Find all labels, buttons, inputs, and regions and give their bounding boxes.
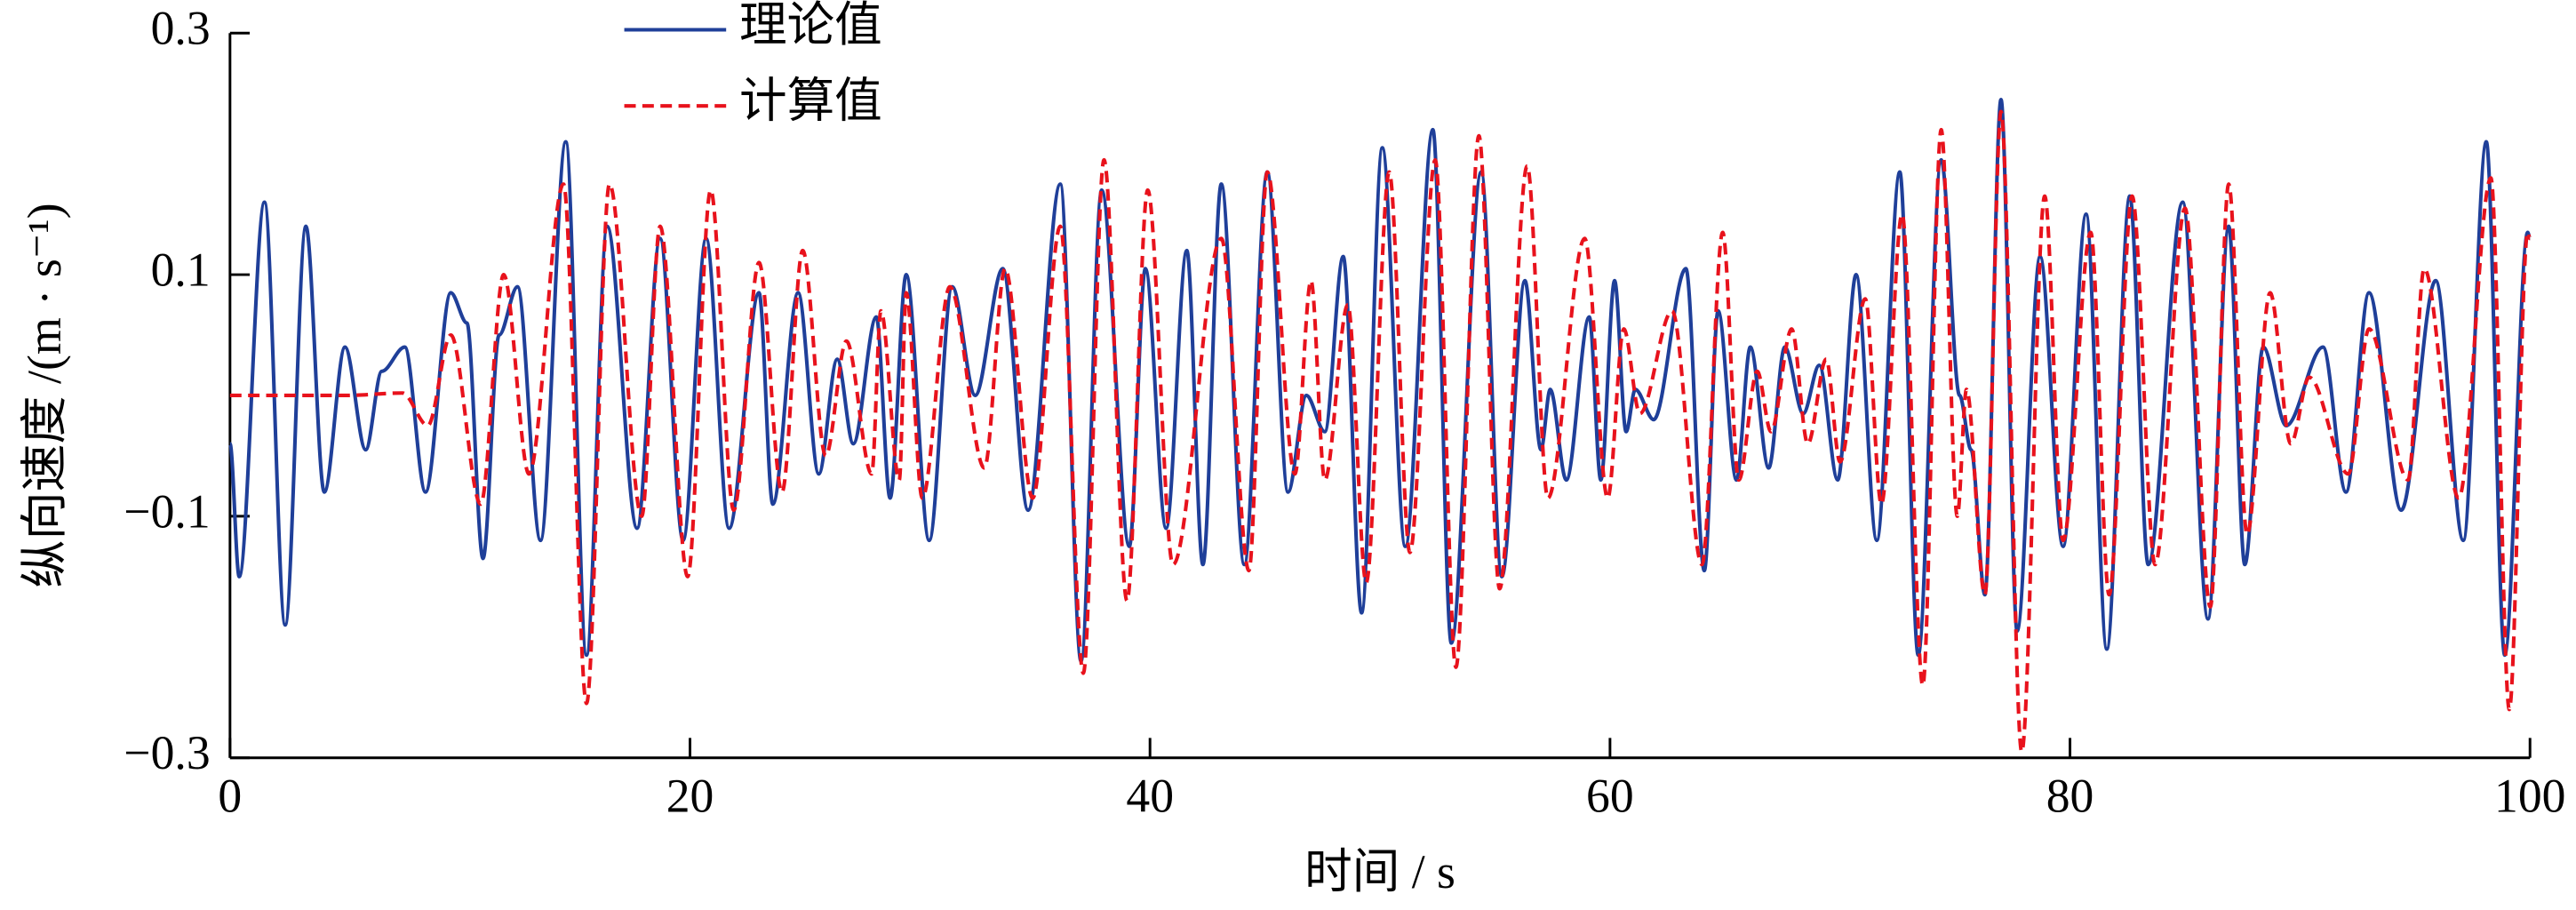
line-series bbox=[229, 109, 2532, 754]
legend-label: 理论值 bbox=[739, 0, 882, 52]
y-axis-label: 纵向速度 /(m · s⁻¹) bbox=[18, 203, 71, 587]
legend-label: 计算值 bbox=[739, 74, 882, 127]
x-tick-label: 20 bbox=[666, 769, 714, 822]
x-tick-label: 80 bbox=[2046, 769, 2094, 822]
line-series bbox=[227, 97, 2532, 664]
y-tick-label: 0.1 bbox=[151, 243, 211, 296]
y-tick-label: 0.3 bbox=[151, 1, 211, 54]
y-tick-label: −0.3 bbox=[124, 726, 210, 779]
x-tick-label: 60 bbox=[1586, 769, 1634, 822]
x-tick-label: 40 bbox=[1126, 769, 1174, 822]
x-tick-label: 100 bbox=[2494, 769, 2565, 822]
x-tick-label: 0 bbox=[218, 769, 242, 822]
x-axis-label: 时间 / s bbox=[1304, 845, 1455, 898]
y-tick-label: −0.1 bbox=[124, 484, 210, 538]
